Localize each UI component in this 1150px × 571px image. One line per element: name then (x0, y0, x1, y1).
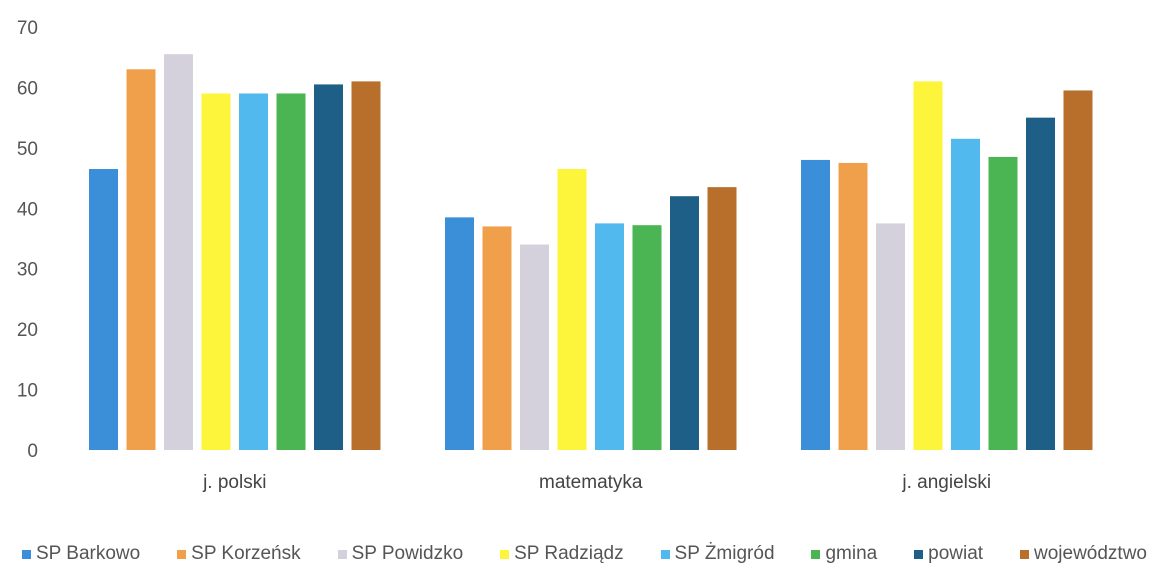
bar-7-2 (670, 196, 699, 450)
y-axis-ticks: 0 10 20 30 40 50 60 70 (17, 18, 38, 462)
legend-label: SP Radziądz (514, 543, 624, 564)
legend-label: SP Powidzko (351, 543, 464, 564)
bar-5-2 (595, 223, 624, 450)
bar-2-3 (838, 162, 868, 450)
bar-6-2 (632, 225, 662, 450)
legend-label: SP Barkowo (36, 543, 141, 564)
legend-swatch (500, 549, 510, 559)
legend-swatch (337, 549, 347, 559)
bar-8-1 (351, 81, 381, 450)
category-label: matematyka (539, 472, 643, 493)
y-tick-label: 20 (17, 320, 38, 341)
bar-4-1 (201, 93, 231, 450)
bar-4-2 (557, 169, 587, 450)
legend-item: SP Barkowo (22, 543, 140, 565)
y-tick-label: 50 (17, 139, 38, 160)
legend-item: SP Żmigród (660, 543, 775, 565)
y-tick-label: 60 (17, 78, 38, 99)
legend-label: SP Korzeńsk (191, 543, 301, 564)
y-tick-label: 10 (17, 381, 38, 402)
bar-8-3 (1063, 90, 1093, 450)
legend-swatch (22, 549, 31, 559)
legend-item: SP Radziądz (500, 543, 624, 565)
bar-6-3 (988, 156, 1018, 450)
bar-5-1 (239, 93, 268, 450)
bar-2-2 (482, 226, 512, 450)
y-tick-label: 40 (17, 199, 38, 220)
y-tick-label: 30 (17, 260, 38, 281)
bar-3-1 (164, 54, 193, 450)
legend-swatch (914, 549, 924, 559)
bar-1-2 (445, 217, 474, 450)
bar-4-3 (913, 81, 943, 450)
bar-8-2 (707, 187, 737, 450)
legend-swatch (660, 549, 670, 559)
legend-item: powiat (914, 543, 983, 565)
legend-swatch (1020, 549, 1029, 559)
legend-swatch (811, 549, 821, 559)
bar-7-1 (314, 84, 343, 451)
bar-3-3 (876, 223, 905, 450)
category-label: j. angielski (901, 472, 991, 493)
y-tick-label: 70 (17, 18, 38, 39)
legend-item: SP Powidzko (337, 543, 464, 565)
legend-label: powiat (928, 543, 984, 564)
bar-2-1 (126, 69, 156, 451)
bar-chart: 0 10 20 30 40 50 60 70 j. polski matematyka j. an… (17, 18, 1093, 493)
bar-6-1 (276, 93, 306, 450)
legend-label: gmina (825, 543, 878, 564)
legend: SP Barkowo SP Korzeńsk SP Powidzko SP Radzi… (22, 540, 1147, 568)
bar-5-3 (951, 138, 980, 451)
legend-label: SP Żmigród (674, 543, 775, 564)
bars (89, 54, 1093, 451)
legend-item: gmina (811, 543, 877, 565)
legend-swatch (177, 549, 187, 559)
legend-item: województwo (1020, 543, 1147, 565)
category-label: j. polski (202, 472, 266, 493)
category-labels: j. polski matematyka j. angielski (202, 472, 991, 493)
y-tick-label: 0 (27, 441, 38, 462)
bar-1-3 (801, 159, 830, 450)
bar-7-3 (1026, 117, 1055, 451)
legend-label: województwo (1034, 543, 1147, 564)
bar-3-2 (520, 244, 549, 450)
bar-1-1 (89, 169, 118, 450)
legend-item: SP Korzeńsk (177, 543, 301, 565)
